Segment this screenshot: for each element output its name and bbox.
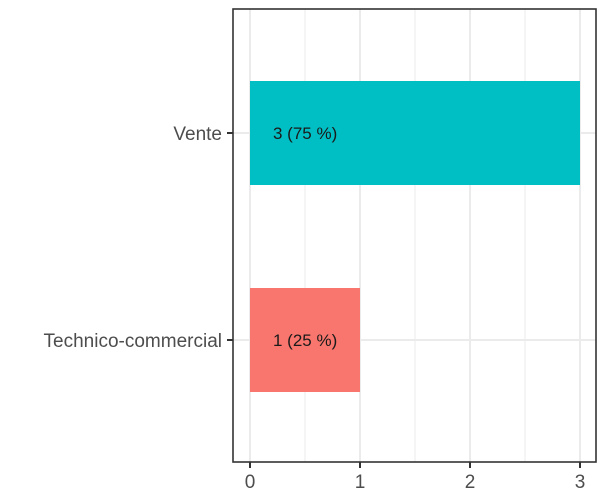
y-tick-label: Vente <box>173 124 222 145</box>
plot-border <box>232 8 597 463</box>
x-tick-label: 1 <box>355 472 366 493</box>
bar <box>250 81 580 185</box>
x-tick-label: 2 <box>465 472 476 493</box>
x-tick-label: 0 <box>245 472 256 493</box>
bar <box>250 288 360 392</box>
x-axis: 0 1 2 3 <box>245 462 586 493</box>
bar-data-label: 1 (25 %) <box>273 331 337 350</box>
bar-data-label: 3 (75 %) <box>273 124 337 143</box>
bars <box>250 81 580 392</box>
y-axis: Vente Technico-commercial <box>44 124 233 352</box>
x-tick-label: 3 <box>575 472 586 493</box>
bar-labels: 3 (75 %) 1 (25 %) <box>273 124 337 350</box>
y-tick-label: Technico-commercial <box>44 331 222 352</box>
